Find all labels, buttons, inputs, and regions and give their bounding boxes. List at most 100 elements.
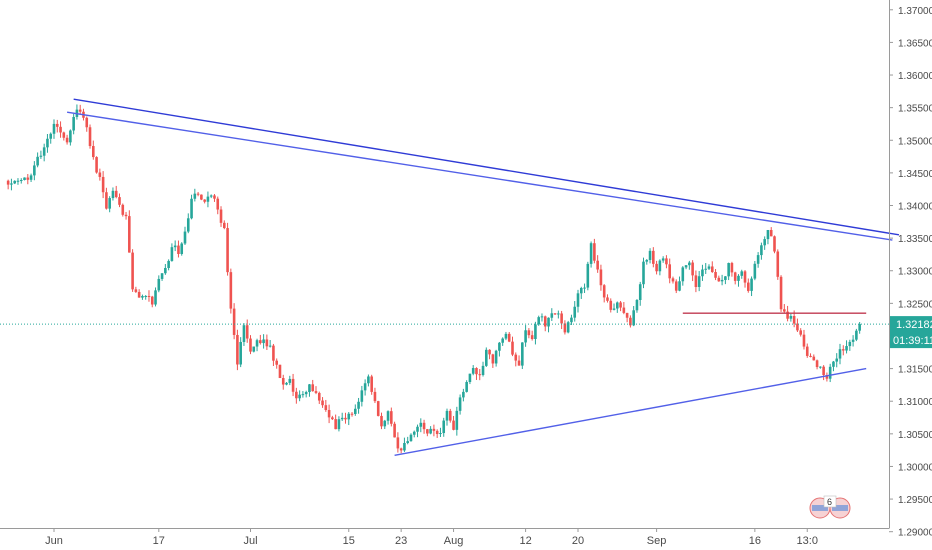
candle-body bbox=[769, 230, 773, 237]
candle-body bbox=[26, 177, 30, 180]
candle-body bbox=[331, 417, 334, 420]
candle-body bbox=[779, 276, 783, 310]
candle-body bbox=[766, 230, 770, 240]
candle-body bbox=[462, 391, 465, 398]
candle-body bbox=[92, 146, 95, 158]
candle-body bbox=[314, 391, 318, 393]
price-axis-label: 1.35000 bbox=[898, 136, 932, 147]
candle-body bbox=[16, 180, 20, 182]
time-axis-label: Jun bbox=[45, 535, 63, 547]
candle-body bbox=[825, 375, 829, 379]
candle-body bbox=[609, 300, 613, 310]
candle-body bbox=[216, 198, 220, 210]
candle-body bbox=[625, 312, 629, 318]
candle-body bbox=[697, 276, 701, 288]
price-axis-label: 1.31500 bbox=[898, 365, 932, 376]
candle-body bbox=[209, 195, 213, 197]
candle-body bbox=[177, 245, 180, 254]
trendline-layer[interactable] bbox=[66, 98, 900, 457]
time-axis-label: 17 bbox=[153, 535, 165, 547]
time-axis-label: 23 bbox=[395, 535, 407, 547]
candle-body bbox=[301, 394, 305, 396]
candle-body bbox=[802, 334, 806, 347]
price-axis-label: 1.31000 bbox=[898, 397, 932, 408]
candle-body bbox=[727, 263, 730, 277]
candle-body bbox=[272, 345, 275, 361]
candle-body bbox=[717, 277, 721, 282]
candle-body bbox=[419, 422, 423, 427]
price-axis-label: 1.34000 bbox=[898, 202, 932, 213]
candle-body bbox=[740, 271, 744, 276]
time-axis-label: 13:0 bbox=[797, 535, 818, 547]
lower-trendline bbox=[394, 367, 867, 457]
candle-body bbox=[593, 243, 596, 261]
candle-body bbox=[229, 272, 233, 309]
price-axis[interactable]: 1.37000 1.36500 1.36000 1.35500 1.35000 1.345… bbox=[889, 6, 932, 539]
candle-body bbox=[439, 433, 442, 435]
candle-body bbox=[183, 231, 187, 244]
candle-body bbox=[226, 228, 229, 273]
price-axis-label: 1.35500 bbox=[898, 104, 932, 115]
candle-body bbox=[393, 423, 396, 438]
candle-body bbox=[62, 132, 66, 138]
candle-body bbox=[19, 180, 23, 182]
candle-body bbox=[429, 428, 432, 434]
candle-body bbox=[170, 247, 174, 261]
plot-area[interactable] bbox=[6, 104, 861, 454]
candle-body bbox=[809, 355, 812, 357]
flag-stripes-left bbox=[812, 505, 828, 511]
event-count-badge: 6 bbox=[827, 497, 832, 507]
candle-body bbox=[570, 317, 573, 323]
candle-body bbox=[442, 420, 446, 434]
candle-body bbox=[828, 366, 832, 379]
candle-body bbox=[661, 258, 665, 261]
candle-body bbox=[311, 384, 315, 392]
candle-body bbox=[291, 378, 295, 392]
price-axis-label: 1.29000 bbox=[898, 528, 932, 539]
candle-body bbox=[521, 342, 524, 366]
candle-body bbox=[468, 373, 472, 382]
candle-body bbox=[370, 376, 373, 392]
candle-body bbox=[527, 330, 531, 336]
candle-body bbox=[114, 190, 118, 198]
candle-body bbox=[465, 381, 468, 392]
event-count-badge-bg bbox=[823, 495, 837, 508]
candle-body bbox=[206, 196, 210, 202]
price-axis-label: 1.30000 bbox=[898, 462, 932, 473]
candle-body bbox=[557, 313, 560, 315]
candle-body bbox=[619, 302, 622, 308]
candle-body bbox=[134, 289, 138, 292]
time-axis-label: 12 bbox=[519, 535, 531, 547]
candle-body bbox=[426, 429, 429, 434]
candle-body bbox=[416, 426, 419, 432]
candle-body bbox=[65, 137, 69, 143]
candle-body bbox=[255, 340, 259, 347]
candle-body bbox=[485, 349, 488, 366]
candle-body bbox=[150, 296, 154, 305]
candle-body bbox=[78, 109, 82, 112]
candle-body bbox=[841, 349, 845, 351]
candle-body bbox=[128, 216, 131, 253]
time-axis[interactable]: Jun 17 Jul 15 23 Aug 12 20 Sep 16 13:0 bbox=[45, 528, 818, 547]
time-axis-label: Sep bbox=[647, 535, 667, 547]
candle-body bbox=[337, 419, 341, 430]
candle-body bbox=[792, 316, 796, 324]
candle-body bbox=[694, 275, 698, 288]
candle-body bbox=[196, 193, 200, 195]
candle-body bbox=[242, 325, 246, 342]
candle-body bbox=[753, 263, 757, 279]
price-axis-label: 1.32500 bbox=[898, 299, 932, 310]
candle-body bbox=[295, 391, 298, 399]
candle-body bbox=[281, 378, 285, 385]
candle-body bbox=[560, 313, 563, 324]
candle-body bbox=[85, 117, 89, 128]
price-axis-label: 1.30500 bbox=[898, 430, 932, 441]
time-axis-label: 15 bbox=[343, 535, 355, 547]
candle-body bbox=[645, 259, 649, 262]
candle-body bbox=[629, 317, 632, 326]
candle-body bbox=[786, 311, 789, 319]
candle-body bbox=[684, 265, 688, 268]
candle-body bbox=[648, 250, 652, 260]
candle-body bbox=[42, 147, 46, 156]
